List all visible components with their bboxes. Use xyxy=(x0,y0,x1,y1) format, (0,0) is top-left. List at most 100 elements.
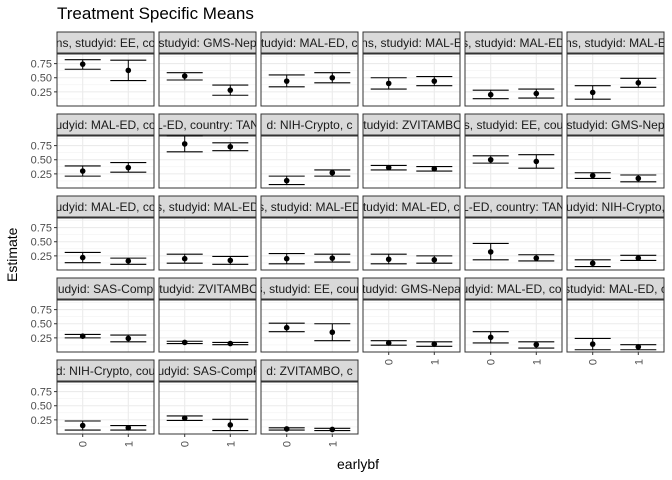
facet-strip-label: L-ED, country: TAN xyxy=(156,118,259,132)
facet-strip xyxy=(566,277,665,300)
x-tick-label: 1 xyxy=(123,441,135,447)
x-tick-label: 0 xyxy=(78,441,90,447)
panel-background xyxy=(363,136,460,188)
panel-background xyxy=(567,300,664,352)
facet-strip xyxy=(158,113,257,136)
panel-border xyxy=(566,53,665,107)
estimate-point xyxy=(125,164,132,171)
panel-background xyxy=(57,54,154,106)
facet-strip xyxy=(158,277,257,300)
facet-strip xyxy=(260,31,359,54)
facet-strip-label: ns, studyid: EE, co xyxy=(56,36,156,50)
panel-border xyxy=(464,299,563,353)
x-tick-label: 1 xyxy=(531,359,543,365)
panel-border xyxy=(260,135,359,189)
facet-strip xyxy=(56,195,155,218)
estimate-point xyxy=(533,341,540,348)
facet-strip-label: L-ED, country: TAN xyxy=(462,200,565,214)
facet-strip-label: studyid: MAL-ED, co xyxy=(357,200,467,214)
panel-background xyxy=(57,382,154,434)
facet-strip-label: d: NIH-Crypto, c xyxy=(266,118,352,132)
facet-strip xyxy=(56,277,155,300)
x-tick-label: 0 xyxy=(282,441,294,447)
y-tick-label: 0.25 xyxy=(31,333,52,345)
estimate-point xyxy=(431,165,438,172)
panel-background xyxy=(159,218,256,270)
y-tick-label: 0.75 xyxy=(31,387,52,399)
facet-strip xyxy=(362,31,461,54)
panel-background xyxy=(159,136,256,188)
facet-strip-label: studyid: SAS-CompFe xyxy=(148,364,267,378)
estimate-point xyxy=(227,87,234,93)
estimate-point xyxy=(227,143,234,150)
estimate-point xyxy=(635,344,642,350)
facet-strip-label: s, studyid: MAL-ED xyxy=(156,200,259,214)
panel-border xyxy=(362,135,461,189)
x-tick-label: 1 xyxy=(327,441,339,447)
panel-background xyxy=(465,54,562,106)
facet-strip xyxy=(566,31,665,54)
estimate-point xyxy=(125,335,132,342)
estimate-point xyxy=(181,73,188,79)
chart-title: Treatment Specific Means xyxy=(57,4,254,23)
panel-background xyxy=(159,382,256,434)
y-tick-label: 0.75 xyxy=(31,141,52,153)
estimate-point xyxy=(487,249,494,255)
facet-strip xyxy=(56,31,155,54)
estimate-point xyxy=(125,424,132,431)
y-tick-label: 0.25 xyxy=(31,415,52,427)
panel-background xyxy=(465,300,562,352)
facet-strip-label: s, studyid: MAL-ED xyxy=(258,200,361,214)
facet-strip xyxy=(158,31,257,54)
y-tick-label: 0.25 xyxy=(31,251,52,263)
estimate-point xyxy=(283,426,290,432)
panel-border xyxy=(158,381,257,435)
panel-background xyxy=(567,136,664,188)
panel-background xyxy=(261,382,358,434)
panel-background xyxy=(363,218,460,270)
estimate-point xyxy=(635,255,642,261)
panel-background xyxy=(567,54,664,106)
panel-border xyxy=(56,299,155,353)
estimate-point xyxy=(125,258,132,264)
estimate-point xyxy=(589,260,596,267)
panel-border xyxy=(566,299,665,353)
panel-border xyxy=(260,53,359,107)
panel-background xyxy=(465,136,562,188)
panel-background xyxy=(261,300,358,352)
estimate-point xyxy=(79,168,86,174)
facet-strip xyxy=(464,31,563,54)
facet-strip xyxy=(566,195,665,218)
panel-background xyxy=(363,300,460,352)
facet-strip-label: udyid: MAL-ED, co xyxy=(55,118,155,132)
facet-strip xyxy=(260,359,359,382)
panel-border xyxy=(566,135,665,189)
facet-strip-label: d: NIH-Crypto, cou xyxy=(56,364,155,378)
facet-strip-label: ns, studyid: MAL-E xyxy=(361,36,462,50)
facet-strip xyxy=(56,113,155,136)
panel-background xyxy=(261,218,358,270)
panel-border xyxy=(260,381,359,435)
y-tick-label: 0.50 xyxy=(31,319,52,331)
estimate-point xyxy=(589,341,596,347)
y-tick-label: 0.50 xyxy=(31,237,52,249)
estimate-point xyxy=(181,339,188,346)
facet-strip xyxy=(362,195,461,218)
facet-strip-label: studyid: MAL-ED, co xyxy=(255,36,365,50)
estimate-point xyxy=(533,90,540,97)
estimate-point xyxy=(385,164,392,171)
panel-border xyxy=(56,135,155,189)
facet-strip xyxy=(260,277,359,300)
estimate-point xyxy=(533,255,540,261)
panel-border xyxy=(56,53,155,107)
panel-background xyxy=(57,136,154,188)
y-tick-label: 0.50 xyxy=(31,155,52,167)
facet-strip xyxy=(362,277,461,300)
panel-border xyxy=(56,381,155,435)
estimate-point xyxy=(283,255,290,262)
facet-strip-label: d: ZVITAMBO, c xyxy=(266,364,352,378)
estimate-point xyxy=(589,172,596,179)
panel-background xyxy=(363,54,460,106)
estimate-point xyxy=(431,78,438,84)
panel-border xyxy=(158,53,257,107)
